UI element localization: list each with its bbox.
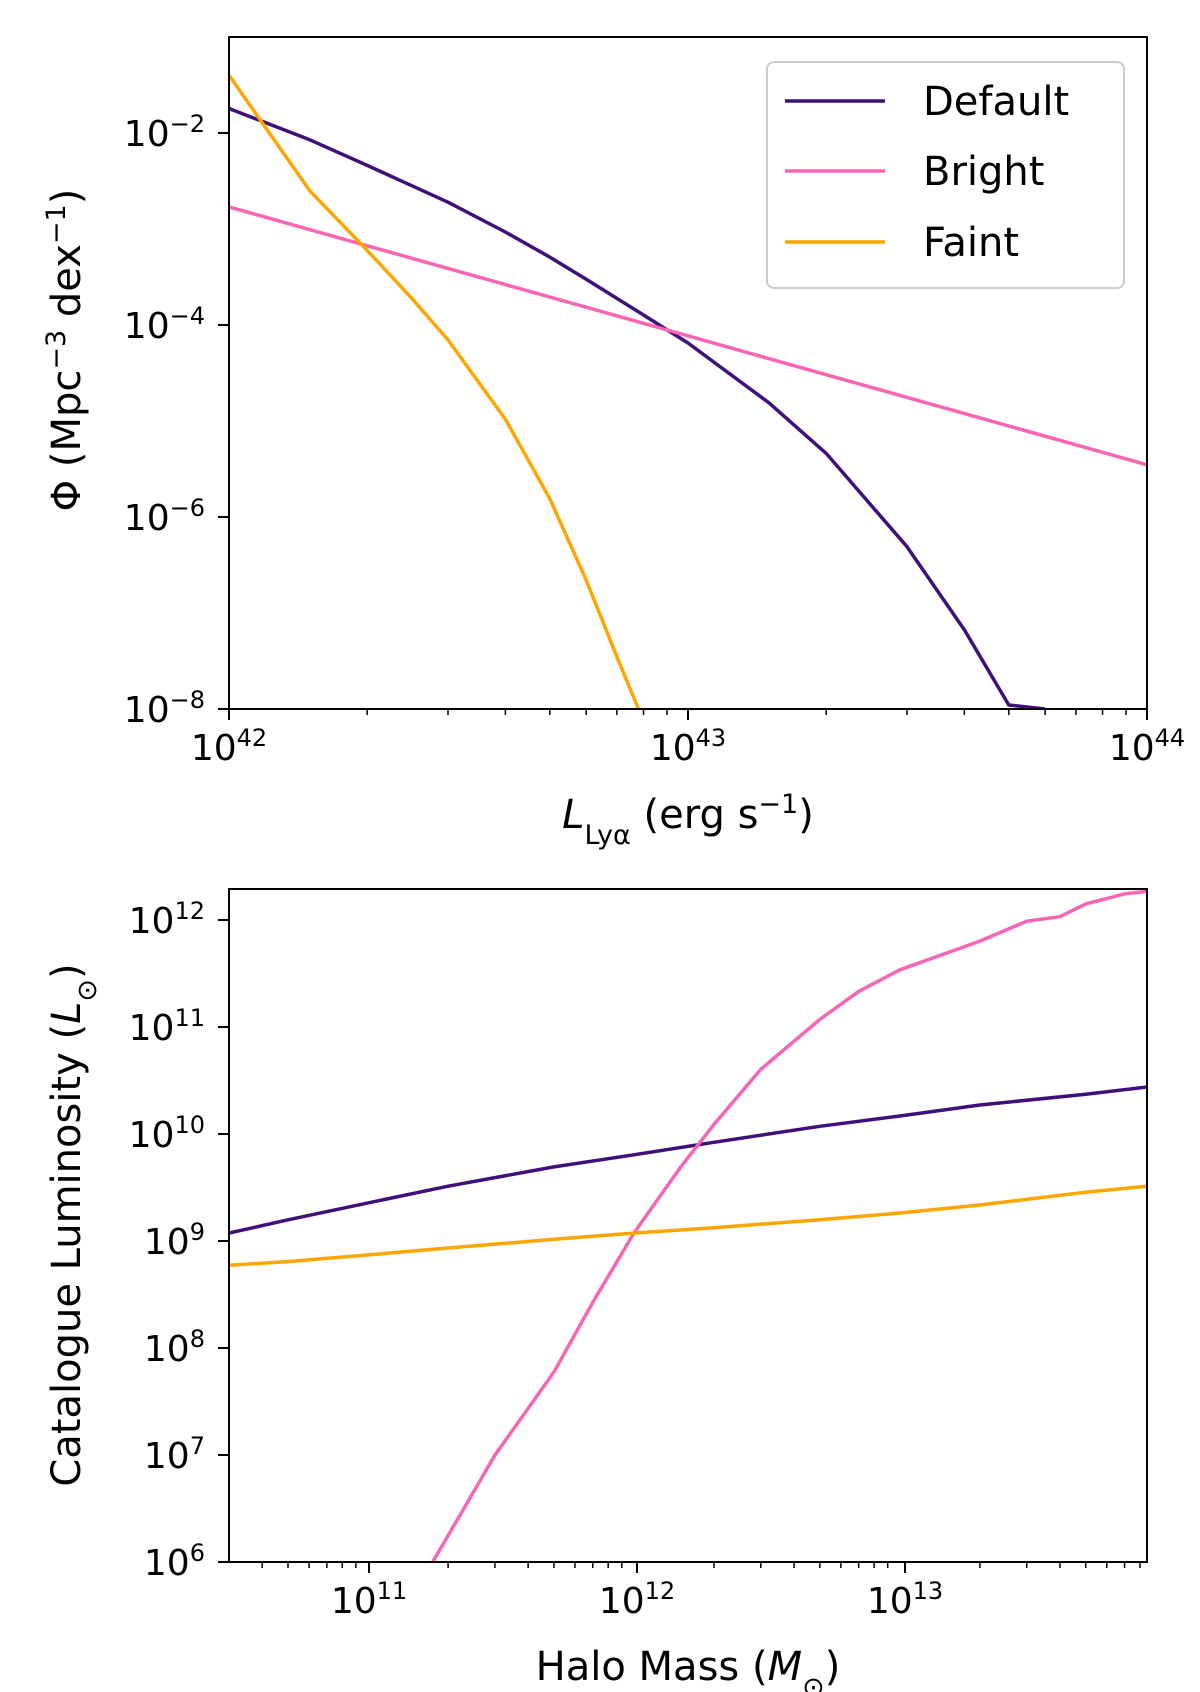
x-tick-label: 1044: [1109, 724, 1185, 769]
axes-frame: [228, 888, 1148, 1563]
legend-label-default: Default: [923, 79, 1069, 125]
x-axis-label: Halo Mass (M⊙): [536, 1644, 841, 1692]
y-axis-label: Catalogue Luminosity (L⊙): [44, 963, 103, 1486]
y-tick-labels: 106 107 108 109 1010 1011 1012: [129, 897, 205, 1584]
legend-frame: [766, 61, 1125, 289]
series-line-default: [229, 106, 1046, 709]
y-tick-label: 109: [144, 1218, 205, 1263]
series-line-faint: [229, 74, 641, 709]
series-line-bright: [229, 205, 1147, 467]
x-tick-label: 1012: [599, 1577, 675, 1622]
y-tick-label: 108: [144, 1325, 205, 1370]
y-major-ticks: [218, 132, 229, 710]
y-major-ticks: [218, 919, 229, 1563]
series-line-bright: [431, 889, 1147, 1562]
y-tick-label: 10−4: [124, 302, 205, 347]
series-line-faint: [229, 1184, 1147, 1268]
y-tick-label: 10−8: [124, 686, 205, 731]
x-major-ticks: [228, 709, 1148, 720]
legend-label-faint: Faint: [923, 220, 1019, 266]
x-tick-labels: 1042 1043 1044: [191, 724, 1185, 769]
series-lines: [229, 74, 1147, 709]
x-tick-label: 1013: [867, 1577, 943, 1622]
y-tick-label: 106: [144, 1539, 205, 1584]
x-tick-label: 1043: [650, 724, 726, 769]
legend-label-bright: Bright: [923, 149, 1044, 195]
x-major-ticks: [368, 1562, 906, 1573]
legend: Default Bright Faint: [766, 61, 1125, 289]
x-tick-labels: 1011 1012 1013: [331, 1577, 943, 1622]
y-tick-label: 1010: [129, 1111, 205, 1156]
y-tick-label: 10−6: [124, 494, 205, 539]
panel-lya-luminosity-function: 1042 1043 1044 10−2 10−4 10−6 10−8 LLyα …: [41, 36, 1185, 851]
x-axis-label: LLyα (erg s−1): [562, 789, 814, 851]
series-lines: [229, 889, 1147, 1562]
x-tick-label: 1011: [331, 1577, 407, 1622]
x-tick-label: 1042: [191, 724, 267, 769]
y-tick-label: 10−2: [124, 110, 205, 155]
y-tick-label: 107: [144, 1432, 205, 1477]
panel-halo-mass-luminosity: 1011 1012 1013 106 107 108 109 1010 1011…: [44, 888, 1148, 1692]
y-tick-labels: 10−2 10−4 10−6 10−8: [124, 110, 205, 731]
y-tick-label: 1011: [129, 1004, 205, 1049]
series-line-default: [229, 1085, 1147, 1235]
y-axis-label: Φ (Mpc−3 dex−1): [41, 189, 91, 512]
y-tick-label: 1012: [129, 897, 205, 942]
